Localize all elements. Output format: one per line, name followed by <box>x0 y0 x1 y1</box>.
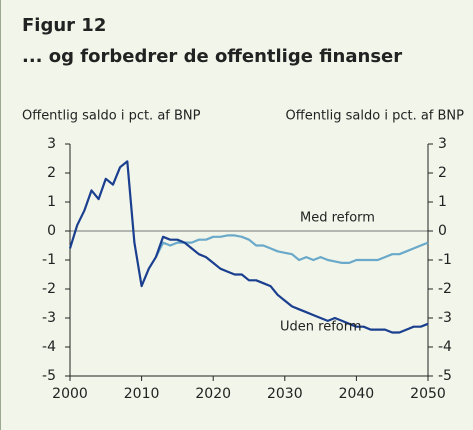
y2-tick-label: -1 <box>438 252 452 268</box>
y2-tick-label: -4 <box>438 339 452 355</box>
chart-title: Figur 12 <box>22 15 106 36</box>
y2-tick-label: -2 <box>438 281 452 297</box>
series-label: Uden reform <box>280 320 362 335</box>
chart-subtitle: ... og forbedrer de offentlige finanser <box>22 46 402 67</box>
series-label: Med reform <box>300 211 375 226</box>
x-tick-label: 2020 <box>195 386 231 402</box>
x-tick-label: 2030 <box>267 386 303 402</box>
y-tick-label: -2 <box>42 281 56 297</box>
y-tick-label: -5 <box>42 368 56 384</box>
y-tick-label: 1 <box>47 194 56 210</box>
y-tick-label: -1 <box>42 252 56 268</box>
series-line <box>154 234 429 264</box>
x-tick-label: 2000 <box>52 386 88 402</box>
series-line <box>68 160 429 334</box>
x-tick-label: 2050 <box>410 386 446 402</box>
x-tick-label: 2010 <box>124 386 160 402</box>
x-tick-label: 2040 <box>339 386 375 402</box>
y2-tick-label: 0 <box>438 223 447 239</box>
y2-tick-label: 3 <box>438 136 447 152</box>
y2-tick-label: 2 <box>438 165 447 181</box>
y2-tick-label: -3 <box>438 310 452 326</box>
y2-axis-label: Offentlig saldo i pct. af BNP <box>286 109 465 124</box>
y-tick-label: 3 <box>47 136 56 152</box>
y-tick-label: 0 <box>47 223 56 239</box>
y2-tick-label: 1 <box>438 194 447 210</box>
y-tick-label: -3 <box>42 310 56 326</box>
y2-tick-label: -5 <box>438 368 452 384</box>
y-tick-label: -4 <box>42 339 56 355</box>
y-axis-label: Offentlig saldo i pct. af BNP <box>22 109 201 124</box>
y-tick-label: 2 <box>47 165 56 181</box>
